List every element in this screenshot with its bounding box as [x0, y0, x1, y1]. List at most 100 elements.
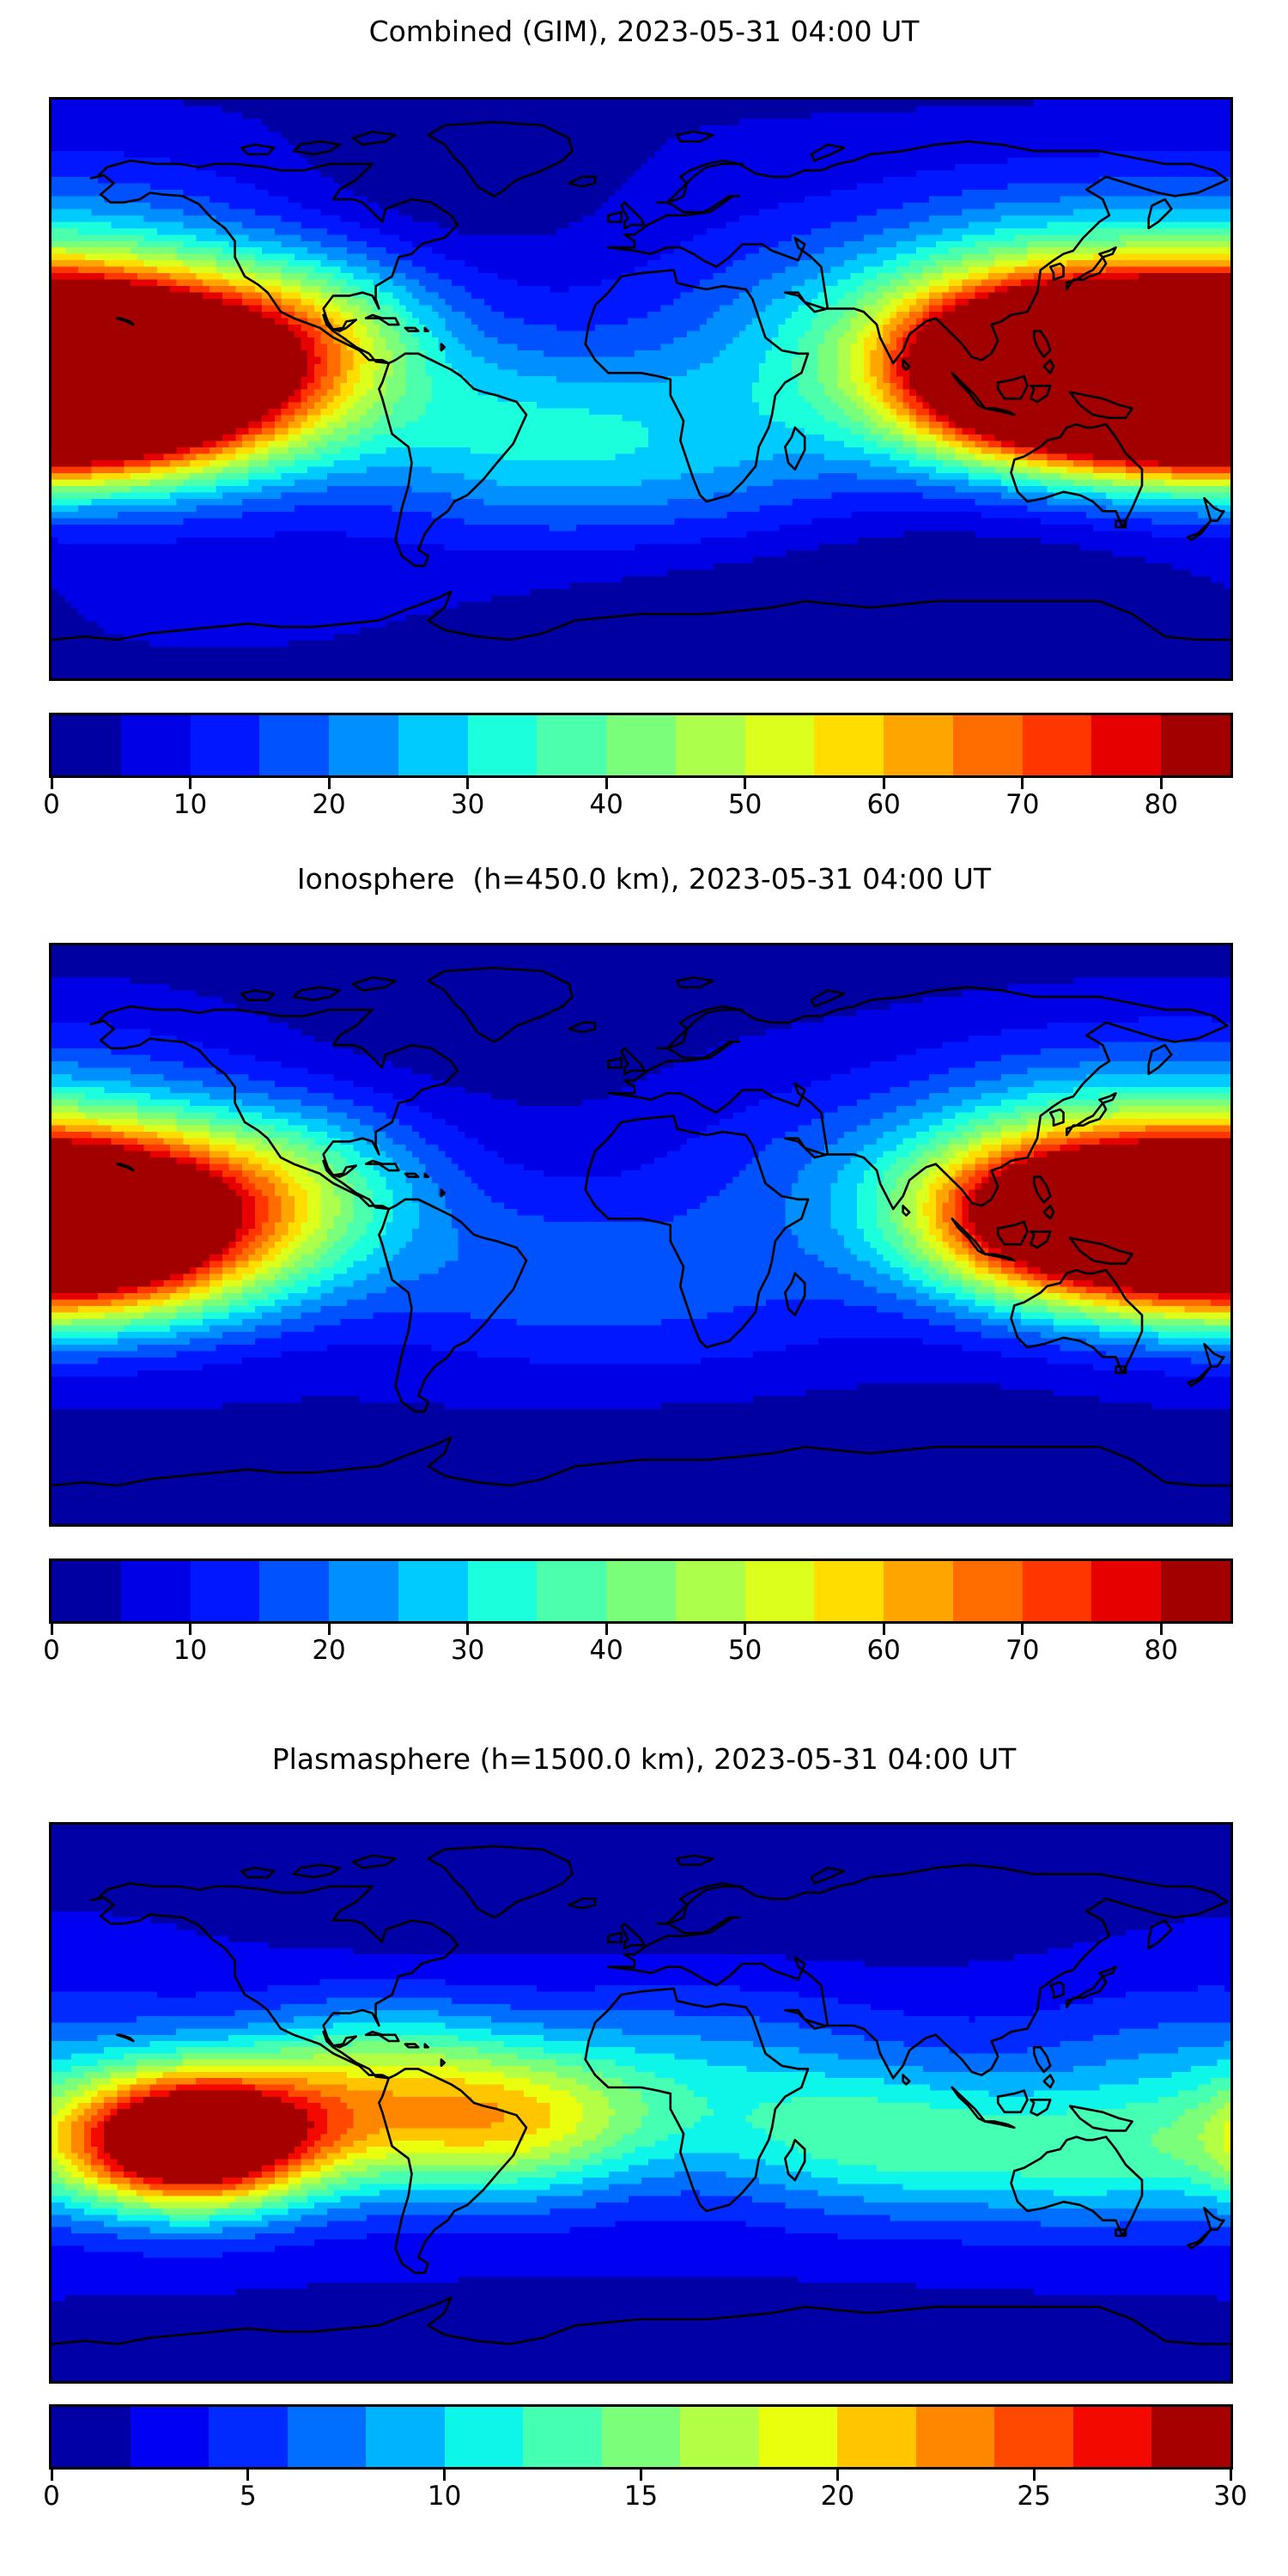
coastline-path: [568, 175, 597, 188]
coastline-path: [1010, 2136, 1144, 2238]
coastline-path: [656, 1008, 744, 1050]
coastline-path: [1147, 1919, 1173, 1950]
colorbar-tick-label: 20: [820, 2481, 855, 2512]
colorbar-tick: [1159, 778, 1163, 789]
colorbar-segment: [190, 715, 260, 775]
coastline-path: [1032, 1176, 1052, 1204]
coastline-path: [1068, 391, 1133, 419]
contour-band: [52, 1099, 1230, 1326]
coastline-path: [1042, 359, 1055, 374]
contour-band: [52, 1138, 1230, 1300]
coastline-path: [52, 2296, 1230, 2346]
map-contour-surface: [52, 1825, 1230, 2381]
colorbar-tick: [744, 1624, 747, 1635]
contour-band: [52, 1086, 1230, 1339]
coastline-path: [116, 2033, 135, 2043]
colorbar-tick: [1032, 2470, 1036, 2481]
coastline-path: [364, 2030, 400, 2043]
colorbar-tick: [835, 2470, 839, 2481]
coastline-path: [784, 2138, 806, 2182]
coastline-path: [1010, 422, 1144, 529]
colorbar-tick-label: 10: [173, 789, 208, 820]
colorbar-segment: [537, 1561, 606, 1621]
panel-title-plasmasphere: Plasmasphere (h=1500.0 km), 2023-05-31 0…: [271, 1742, 1017, 1776]
coastline-path: [1066, 1965, 1117, 2008]
colorbar-tick: [605, 1624, 608, 1635]
coastline-path: [378, 2068, 528, 2275]
coastline-path: [810, 143, 846, 162]
colorbar-tick-label: 0: [43, 1635, 60, 1666]
coastline-path: [810, 1867, 846, 1885]
colorbar-segment: [259, 715, 329, 775]
colorbar-axis-ionosphere: 0 10 20 30 40 50 60 70 80: [43, 1624, 1233, 1677]
colorbar-tick: [882, 778, 885, 789]
colorbar-segment: [329, 715, 398, 775]
colorbar-segment: [680, 2407, 759, 2467]
coastline-path: [427, 1844, 574, 1919]
contour-band: [52, 196, 1230, 519]
coastlines: [52, 120, 1230, 641]
contour-band: [58, 2072, 550, 2196]
contour-band: [52, 1042, 1230, 1364]
colorbar-tick-label: 10: [173, 1635, 208, 1666]
coastline-path: [1042, 2074, 1055, 2089]
colorbar-tick-label: 0: [43, 789, 60, 820]
colorbar-segment: [814, 715, 884, 775]
colorbar-tick: [443, 2470, 447, 2481]
colorbar-segment: [744, 1561, 815, 1621]
colorbar-segment: [398, 1561, 468, 1621]
colorbar-segment: [884, 715, 953, 775]
colorbar-segment: [1161, 715, 1230, 775]
contour-band: [52, 1125, 1230, 1307]
colorbar-segment: [606, 715, 676, 775]
colorbar-tick: [50, 778, 53, 789]
colorbar-segment: [190, 1561, 260, 1621]
colorbar-tick: [744, 778, 747, 789]
coastline-path: [1066, 1091, 1117, 1137]
colorbar-tick-label: 60: [866, 1635, 901, 1666]
coastline-path: [404, 1172, 420, 1178]
contour-band: [52, 1911, 1230, 2302]
contour-band: [52, 273, 1230, 467]
coastline-path: [784, 426, 806, 471]
coastline-path: [404, 326, 420, 332]
colorbar-segment: [537, 715, 606, 775]
contour-band: [52, 2022, 1230, 2227]
coastline-path: [607, 1863, 1229, 2080]
contour-band: [52, 1106, 1230, 1326]
colorbar-tick: [1021, 1624, 1024, 1635]
colorbar-segment: [287, 2407, 367, 2467]
colorbar-tick-label: 60: [866, 789, 901, 820]
colorbar-segment: [120, 1561, 191, 1621]
coastline-path: [89, 1005, 459, 1211]
coastline-path: [240, 989, 276, 1001]
coastline-path: [378, 1198, 528, 1413]
colorbar-segment: [130, 2407, 210, 2467]
colorbar-segment: [467, 1561, 538, 1621]
coastlines: [52, 1844, 1230, 2346]
contour-band: [52, 100, 1230, 647]
colorbar-tick-label: 70: [1005, 1635, 1040, 1666]
coastline-path: [1048, 1108, 1065, 1127]
coastline-path: [584, 1987, 810, 2213]
coastline-path: [351, 976, 397, 992]
colorbar-segment: [994, 2407, 1073, 2467]
coastline-path: [364, 313, 400, 326]
coastline-path: [996, 1220, 1029, 1246]
colorbar-tick-label: 50: [727, 789, 762, 820]
coastline-path: [1115, 2228, 1127, 2238]
colorbar-segment: [366, 2407, 445, 2467]
colorbar-segment: [884, 1561, 953, 1621]
colorbar-segment: [606, 1561, 676, 1621]
coastline-path: [1066, 246, 1117, 291]
coastline-path: [584, 269, 810, 503]
colorbar-segment: [601, 2407, 681, 2467]
coastline-path: [656, 1885, 744, 1925]
colorbar-segment: [675, 715, 745, 775]
coastline-path: [440, 343, 446, 352]
colorbar-tick-label: 30: [450, 1635, 485, 1666]
contour-band: [52, 977, 1230, 1409]
coastline-path: [1032, 2045, 1052, 2074]
contour-band: [52, 1016, 1230, 1377]
colorbar-tick: [605, 778, 608, 789]
